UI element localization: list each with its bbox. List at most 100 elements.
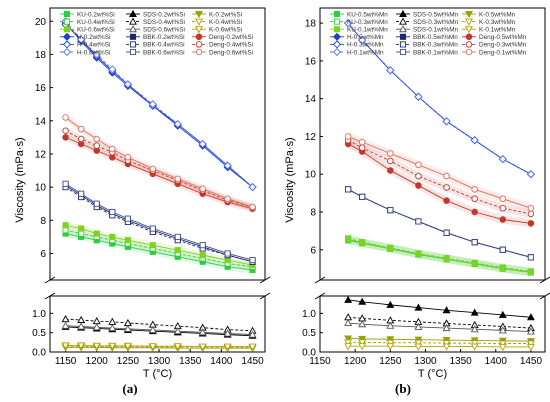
series-18 (62, 113, 256, 211)
panel-label: (a) (122, 381, 137, 396)
data-point (109, 233, 116, 240)
data-point (471, 195, 478, 203)
legend-entry: K-0.5wt%Mn (462, 10, 516, 18)
data-point (123, 342, 132, 350)
data-point (345, 236, 352, 243)
y-tick-label: 20 (35, 17, 47, 28)
data-point (77, 135, 85, 143)
data-point (223, 329, 232, 337)
legend-label: Deng-0.2wt%Si (209, 34, 253, 41)
data-point (224, 257, 231, 264)
legend-label: KU-0.1wt%Mn (347, 27, 388, 34)
data-point (498, 310, 507, 318)
legend-label: SDS-0.1wt%Mn (413, 27, 459, 34)
legend-marker (63, 10, 71, 18)
data-point (359, 193, 366, 200)
legend-label: SDS-0.6wt%Si (143, 27, 185, 34)
plot-frame-upper (49, 7, 266, 281)
data-point (358, 339, 367, 347)
series-line (65, 325, 253, 336)
y-tick-label: 0.0 (32, 348, 46, 359)
series-line (65, 344, 253, 348)
x-tick-label: 1200 (86, 356, 109, 367)
data-point (442, 117, 451, 126)
data-point (224, 195, 231, 202)
data-point (386, 343, 395, 351)
data-point (108, 323, 117, 332)
legend-entry: H-0.5wt%Mn (330, 32, 384, 41)
x-tick-label: 1350 (450, 356, 473, 367)
data-point (108, 342, 117, 350)
legend-entry: KU-0.5wt%Mn (330, 10, 388, 18)
series-line (348, 316, 531, 329)
legend-entry: H-0.6wt%Si (60, 47, 110, 56)
data-point (108, 317, 117, 325)
series-line (348, 238, 531, 272)
legend-label: K-0.2wt%Si (209, 11, 242, 18)
data-point (109, 208, 116, 216)
panel-label: (b) (395, 381, 411, 396)
x-tick-label: 1400 (485, 356, 508, 367)
data-point (92, 323, 101, 331)
data-point (442, 306, 451, 314)
legend-entry: SDS-0.2wt%Si (126, 9, 185, 18)
series-6 (344, 19, 535, 179)
series-line (348, 338, 531, 342)
legend-label: K-0.4wt%Si (209, 19, 242, 26)
data-point (414, 322, 423, 330)
data-point (77, 125, 85, 133)
legend-label: H-0.4wt%Si (77, 42, 110, 49)
legend-entry: Deng-0.5wt%Mn (462, 33, 527, 41)
data-point (526, 313, 535, 321)
data-point (358, 138, 366, 146)
legend-marker (129, 25, 137, 33)
legend-marker (399, 48, 407, 56)
y-tick-label: 18 (305, 19, 317, 30)
series-confidence-band (348, 235, 531, 277)
series-line (348, 345, 531, 348)
data-point (124, 237, 131, 244)
series-9 (61, 321, 257, 338)
data-point (198, 343, 207, 351)
axis-break-mark-upper-2 (539, 276, 550, 284)
y-tick-label: 18 (35, 50, 47, 61)
legend-entry: KU-0.1wt%Mn (330, 26, 388, 34)
data-point (387, 207, 394, 214)
series-confidence-band (65, 221, 253, 269)
y-tick-label: 10 (35, 183, 47, 194)
data-point (148, 100, 157, 109)
series-14 (344, 339, 535, 348)
legend-marker (63, 26, 71, 33)
series-line (65, 185, 253, 263)
axis-break-mark-upper-1 (314, 276, 326, 284)
data-point (77, 315, 86, 323)
x-tick-label: 1400 (210, 356, 233, 367)
series-line (65, 346, 253, 349)
data-point (62, 127, 69, 134)
data-point (499, 204, 507, 212)
data-point (62, 222, 69, 229)
data-point (248, 330, 257, 338)
data-point (415, 182, 422, 189)
data-point (414, 343, 423, 351)
legend-marker (129, 48, 137, 56)
series-17 (344, 136, 535, 219)
y-tick-label: 6 (40, 249, 46, 260)
legend-entry: Deng-0.3wt%Mn (462, 41, 527, 49)
data-point (386, 336, 395, 344)
data-point (344, 318, 353, 327)
series-15 (344, 343, 535, 352)
legend-marker (333, 18, 341, 25)
y-tick-label: 8 (310, 208, 316, 219)
data-point (414, 339, 423, 347)
legend-label: Deng-0.1wt%Mn (479, 49, 527, 56)
data-point (443, 229, 450, 236)
y-tick-label: 6 (310, 245, 316, 256)
data-point (443, 197, 450, 204)
legend-marker (399, 17, 407, 25)
data-point (526, 340, 535, 348)
data-point (386, 66, 395, 75)
data-point (358, 343, 367, 351)
legend-marker (465, 48, 473, 56)
legend-label: KU-0.3wt%Mn (347, 19, 388, 26)
